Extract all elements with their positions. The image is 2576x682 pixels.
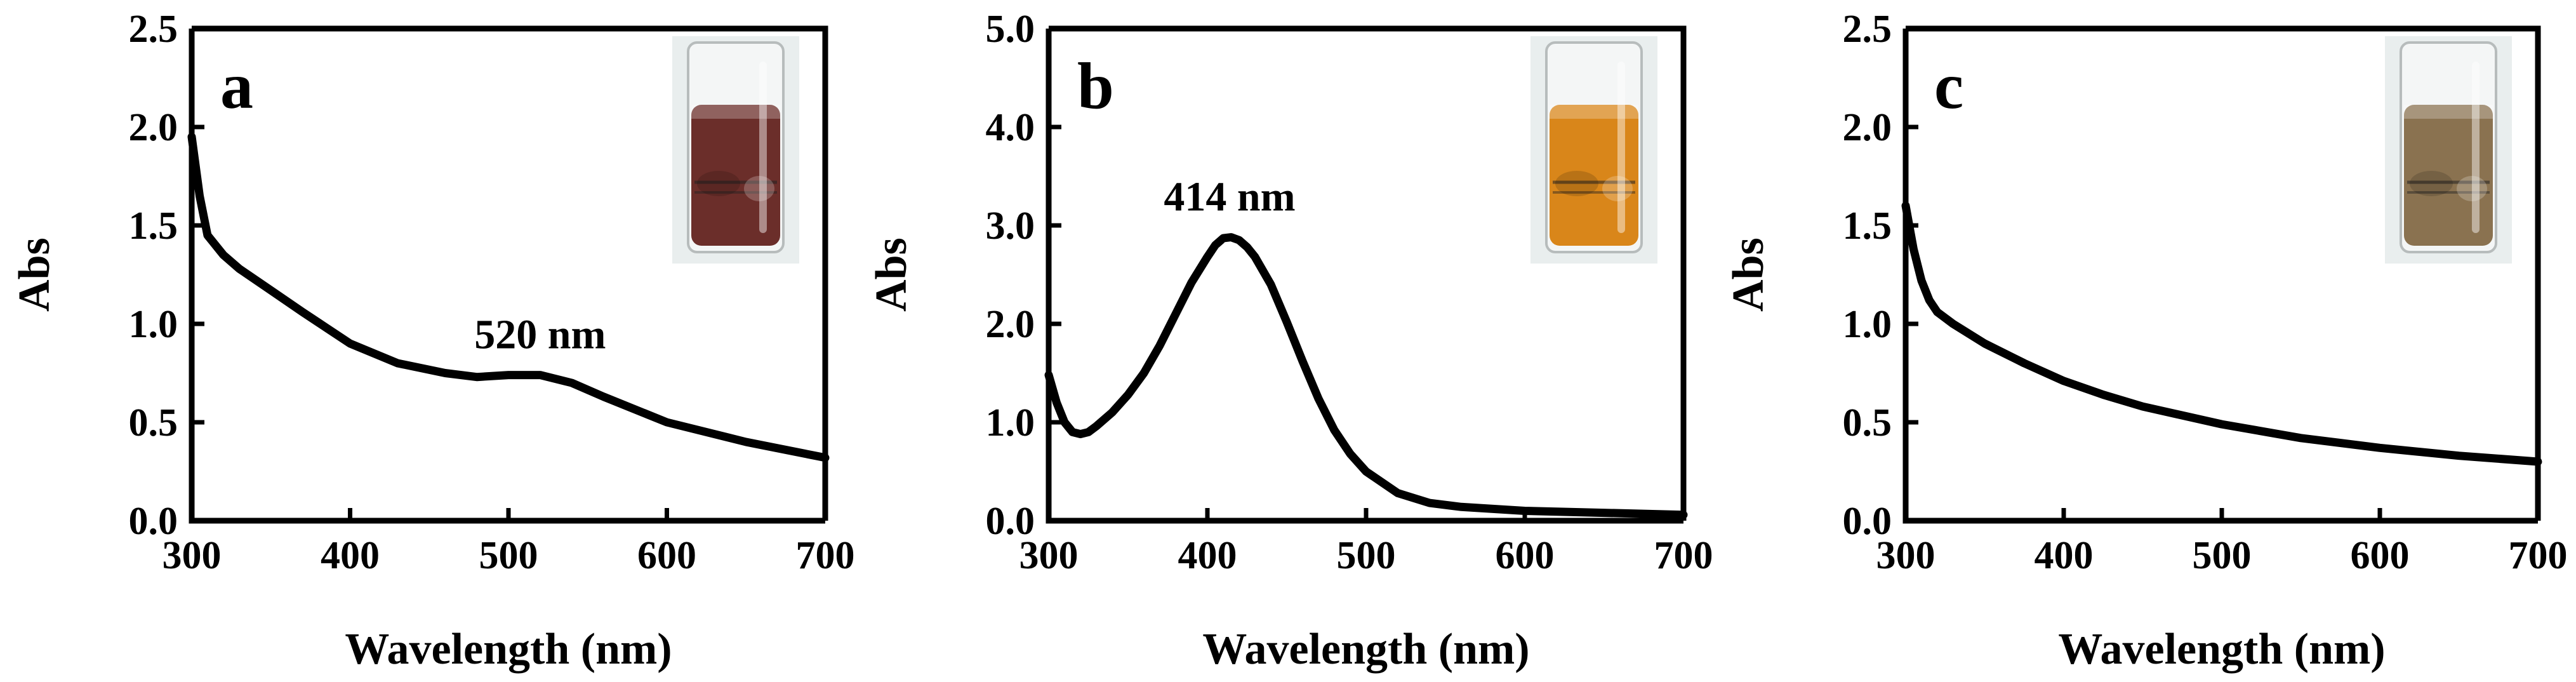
y-tick-label: 5.0: [986, 8, 1035, 51]
y-tick-label: 0.5: [1843, 401, 1892, 445]
peak-annotation: 414 nm: [1164, 174, 1295, 220]
panel-a: 0.0 0.5 1.0 1.5 2.0 2.5 300 400 500 600 700 a 520 nm…: [10, 8, 855, 674]
y-axis-title: Abs: [1724, 237, 1773, 312]
vial-meniscus: [691, 105, 780, 119]
y-tick-label: 0.0: [129, 500, 178, 543]
y-tick-label: 2.0: [129, 106, 178, 149]
vial-reflection-blob: [1555, 171, 1598, 196]
panel-c: 0.0 0.5 1.0 1.5 2.0 2.5 300 400 500 600 700 c Wavele…: [1724, 8, 2568, 674]
vial-liquid: [2404, 105, 2493, 246]
x-tick-label: 600: [2351, 534, 2410, 577]
vial-liquid: [1550, 105, 1638, 246]
axis-frame: [1046, 29, 1683, 524]
x-tick-label: 500: [1337, 534, 1396, 577]
vial-photo: [2385, 36, 2512, 264]
y-tick-label: 0.0: [986, 500, 1035, 543]
axis-frame: [1902, 29, 2538, 524]
vial-reflection-blob: [2457, 176, 2487, 201]
x-tick-label: 400: [2035, 534, 2094, 577]
x-tick-label: 600: [637, 534, 696, 577]
vial-liquid: [691, 105, 780, 246]
y-tick-label: 2.5: [1843, 8, 1892, 51]
y-tick-label: 1.0: [1843, 303, 1892, 346]
vial-meniscus: [1550, 105, 1638, 119]
series-line-a: [187, 133, 830, 462]
axis-frame: [192, 25, 828, 521]
x-tick-label: 700: [1654, 534, 1713, 577]
y-tick-label: 1.0: [986, 401, 1035, 445]
y-tick-label: 3.0: [986, 204, 1035, 248]
x-tick-label: 500: [479, 534, 538, 577]
vial-meniscus: [2404, 105, 2493, 119]
x-tick-label: 300: [1876, 534, 1935, 577]
x-axis-title: Wavelength (nm): [345, 625, 672, 674]
x-tick-label: 300: [163, 534, 222, 577]
panel-b: 0.0 1.0 2.0 3.0 4.0 5.0 300 400 500 600 700 b 414 nm…: [867, 8, 1713, 674]
y-axis-title: Abs: [10, 237, 59, 312]
panel-label: a: [220, 50, 253, 123]
peak-annotation: 520 nm: [474, 312, 606, 358]
vial-reflection-blob: [697, 171, 740, 196]
panel-label: b: [1077, 50, 1114, 123]
vial-reflection-blob: [744, 176, 774, 201]
axis-frame: [1049, 25, 1687, 521]
y-tick-label: 1.5: [1843, 204, 1892, 248]
vial-photo: [672, 36, 799, 264]
vial-highlight: [2472, 62, 2480, 233]
x-tick-label: 700: [796, 534, 855, 577]
vial-reflection-blob: [2410, 171, 2453, 196]
y-tick-label: 0.5: [129, 401, 178, 445]
y-tick-label: 0.0: [1843, 500, 1892, 543]
x-axis-title: Wavelength (nm): [2058, 625, 2385, 674]
axis-frame: [189, 29, 825, 524]
vial-reflection-blob: [1602, 176, 1633, 201]
y-tick-label: 1.0: [129, 303, 178, 346]
x-tick-label: 400: [1178, 534, 1237, 577]
x-tick-label: 500: [2193, 534, 2252, 577]
vial-photo: [1530, 36, 1657, 264]
y-tick-label: 2.0: [986, 303, 1035, 346]
y-tick-label: 2.5: [129, 8, 178, 51]
vial-highlight: [1617, 62, 1625, 233]
axis-frame: [1906, 25, 2541, 521]
x-axis-title: Wavelength (nm): [1202, 625, 1529, 674]
x-tick-label: 400: [321, 534, 380, 577]
series-line-b: [1044, 233, 1688, 519]
y-tick-label: 4.0: [986, 106, 1035, 149]
series-line-c: [1901, 201, 2542, 466]
vial-highlight: [759, 62, 767, 233]
y-tick-label: 2.0: [1843, 106, 1892, 149]
panel-label: c: [1934, 50, 1963, 123]
y-tick-label: 1.5: [129, 204, 178, 248]
x-tick-label: 600: [1496, 534, 1555, 577]
y-axis-title: Abs: [867, 237, 916, 312]
x-tick-label: 300: [1019, 534, 1079, 577]
x-tick-label: 700: [2509, 534, 2568, 577]
